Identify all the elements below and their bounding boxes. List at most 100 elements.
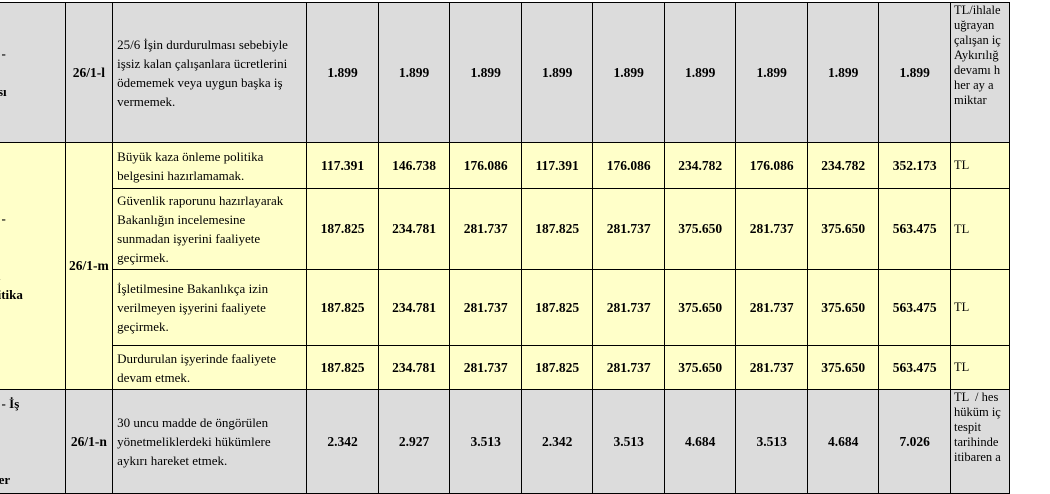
penalty-amount: 563.475 — [878, 269, 951, 346]
penalty-amount: 1.899 — [520, 2, 594, 143]
penalty-amount: 187.825 — [520, 345, 594, 390]
text-line: alik — [0, 228, 64, 247]
penalty-amount: 2.342 — [520, 389, 594, 494]
penalty-amount: 375.650 — [806, 345, 880, 390]
text-line: Aykırılığ — [953, 48, 999, 62]
penalty-amount: 375.650 — [806, 188, 880, 270]
text-line: ne politika — [0, 287, 23, 302]
text-line: Güvenlik raporunu hazırlayarak — [117, 193, 284, 208]
description-cell: Büyük kaza önleme politika belgesini hazı… — [112, 142, 308, 189]
penalty-amount: 3.513 — [735, 389, 808, 494]
penalty-amount: 176.086 — [735, 142, 808, 189]
text-line: itibaren a — [953, 450, 1001, 464]
text-line: TL/ihlale — [953, 3, 1001, 18]
penalty-amount: 281.737 — [735, 345, 808, 390]
table-row: DE 30 - İş ı veliği ileeşitli melikler 26/1… — [0, 389, 1011, 494]
text-line: ı veya — [0, 247, 64, 266]
penalty-amount: 375.650 — [663, 269, 737, 346]
text-line: TL / hes — [953, 390, 999, 405]
penalty-amount: 281.737 — [735, 188, 808, 270]
text-line: TL — [953, 300, 970, 314]
penalty-amount: 146.738 — [377, 142, 451, 189]
text-line: DE 25 - — [0, 46, 6, 61]
text-line: geçirmek. — [117, 250, 169, 265]
penalty-amount: 176.086 — [449, 142, 522, 189]
description-cell: Güvenlik raporunu hazırlayarak Bakanlığın… — [112, 188, 308, 270]
text-line: verilmeyen işyerini faaliyete — [117, 300, 266, 315]
penalty-amount: 281.737 — [735, 269, 808, 346]
description-cell: İşletilmesine Bakanlıkça izin verilmeyen … — [112, 269, 308, 346]
text-line: çalışan iç — [953, 33, 1001, 47]
penalty-amount: 2.342 — [306, 389, 379, 494]
penalty-amount: 117.391 — [306, 142, 379, 189]
penalty-amount: 2.927 — [377, 389, 451, 494]
penalty-amount: 352.173 — [878, 142, 951, 189]
penalty-amount: 281.737 — [449, 188, 522, 270]
penalty-amount: 187.825 — [306, 345, 379, 390]
penalty-amount: 281.737 — [592, 188, 665, 270]
unit-cell: TL — [949, 142, 1011, 189]
table-row: İşletilmesine Bakanlıkça izin verilmeyen … — [0, 269, 1011, 346]
penalty-amount: 1.899 — [449, 2, 522, 143]
penalty-amount: 1.899 — [806, 2, 880, 143]
penalty-amount: 176.086 — [592, 142, 665, 189]
text-line: liği ile — [0, 432, 64, 451]
text-line: hüküm iç — [953, 405, 1001, 419]
table-row: DE 29 - alikı veyak kaza ne politika si26/1… — [0, 142, 1011, 390]
penalty-amount: 234.781 — [377, 188, 451, 270]
text-line: DE 29 - — [0, 211, 6, 226]
text-line: vermemek. — [117, 93, 176, 109]
text-line: yönetmeliklerdeki hükümlere — [117, 434, 271, 449]
text-line: aykırı hareket etmek. — [117, 453, 228, 468]
penalty-amount: 281.737 — [592, 269, 665, 346]
text-line: rulması — [0, 84, 7, 99]
penalty-amount: 375.650 — [663, 188, 737, 270]
description-cell: 25/6 İşin durdurulması sebebiyle işsiz ka… — [112, 2, 308, 143]
text-line: Bakanlığın incelemesine — [117, 212, 246, 227]
penalty-amount: 1.899 — [377, 2, 451, 143]
table-row: Durdurulan işyerinde faaliyete devam etme… — [0, 345, 1011, 390]
unit-cell: TL / hes hüküm iç tespit tarihinde itibaren … — [949, 389, 1011, 494]
penalty-amount: 4.684 — [806, 389, 880, 494]
text-line: TL — [953, 360, 970, 374]
text-line: geçirmek. — [117, 319, 169, 334]
penalty-amount: 281.737 — [449, 269, 522, 346]
table-row: DE 25 - rulması26/1-l25/6 İşin durdurulm… — [0, 2, 1011, 143]
unit-cell: TL — [949, 188, 1011, 270]
text-line: TL — [953, 158, 970, 172]
penalty-amount: 375.650 — [806, 269, 880, 346]
penalty-amount: 187.825 — [306, 188, 379, 270]
text-line: tarihinde — [953, 435, 999, 449]
penalty-amount: 117.391 — [520, 142, 594, 189]
article-cell: DE 25 - rulması — [0, 2, 66, 143]
code-cell: 26/1-m — [64, 142, 114, 390]
article-cell: DE 29 - alikı veyak kaza ne politika si — [0, 142, 66, 390]
text-line: belgesini hazırlamamak. — [117, 167, 245, 183]
penalty-amount: 1.899 — [306, 2, 379, 143]
text-line: devamı h — [953, 63, 1001, 77]
table-row: Güvenlik raporunu hazırlayarak Bakanlığın… — [0, 188, 1011, 270]
text-line: k kaza — [0, 266, 64, 285]
unit-cell: TL — [949, 269, 1011, 346]
unit-cell: TL — [949, 345, 1011, 390]
penalty-amount: 281.737 — [449, 345, 522, 390]
penalty-amount: 3.513 — [449, 389, 522, 494]
penalty-amount: 234.782 — [806, 142, 880, 189]
penalty-amount: 3.513 — [592, 389, 665, 494]
penalty-amount: 563.475 — [878, 188, 951, 270]
penalty-amount: 563.475 — [878, 345, 951, 390]
text-line: her ay a — [953, 78, 994, 92]
text-line: DE 30 - İş — [0, 396, 20, 411]
text-line: işsiz kalan çalışanlara ücretlerini — [117, 55, 288, 71]
text-line: miktar — [953, 93, 987, 107]
code-cell: 26/1-n — [64, 389, 114, 494]
penalty-amount: 1.899 — [663, 2, 737, 143]
text-line: TL — [953, 221, 970, 236]
penalty-amount: 234.781 — [377, 269, 451, 346]
text-line: 25/6 İşin durdurulması sebebiyle — [117, 36, 288, 52]
penalty-amount: 281.737 — [592, 345, 665, 390]
description-cell: 30 uncu madde de öngörülen yönetmeliklerd… — [112, 389, 308, 494]
text-line — [0, 63, 64, 82]
text-line: eşitli — [0, 451, 64, 470]
description-cell: Durdurulan işyerinde faaliyete devam etme… — [112, 345, 308, 390]
